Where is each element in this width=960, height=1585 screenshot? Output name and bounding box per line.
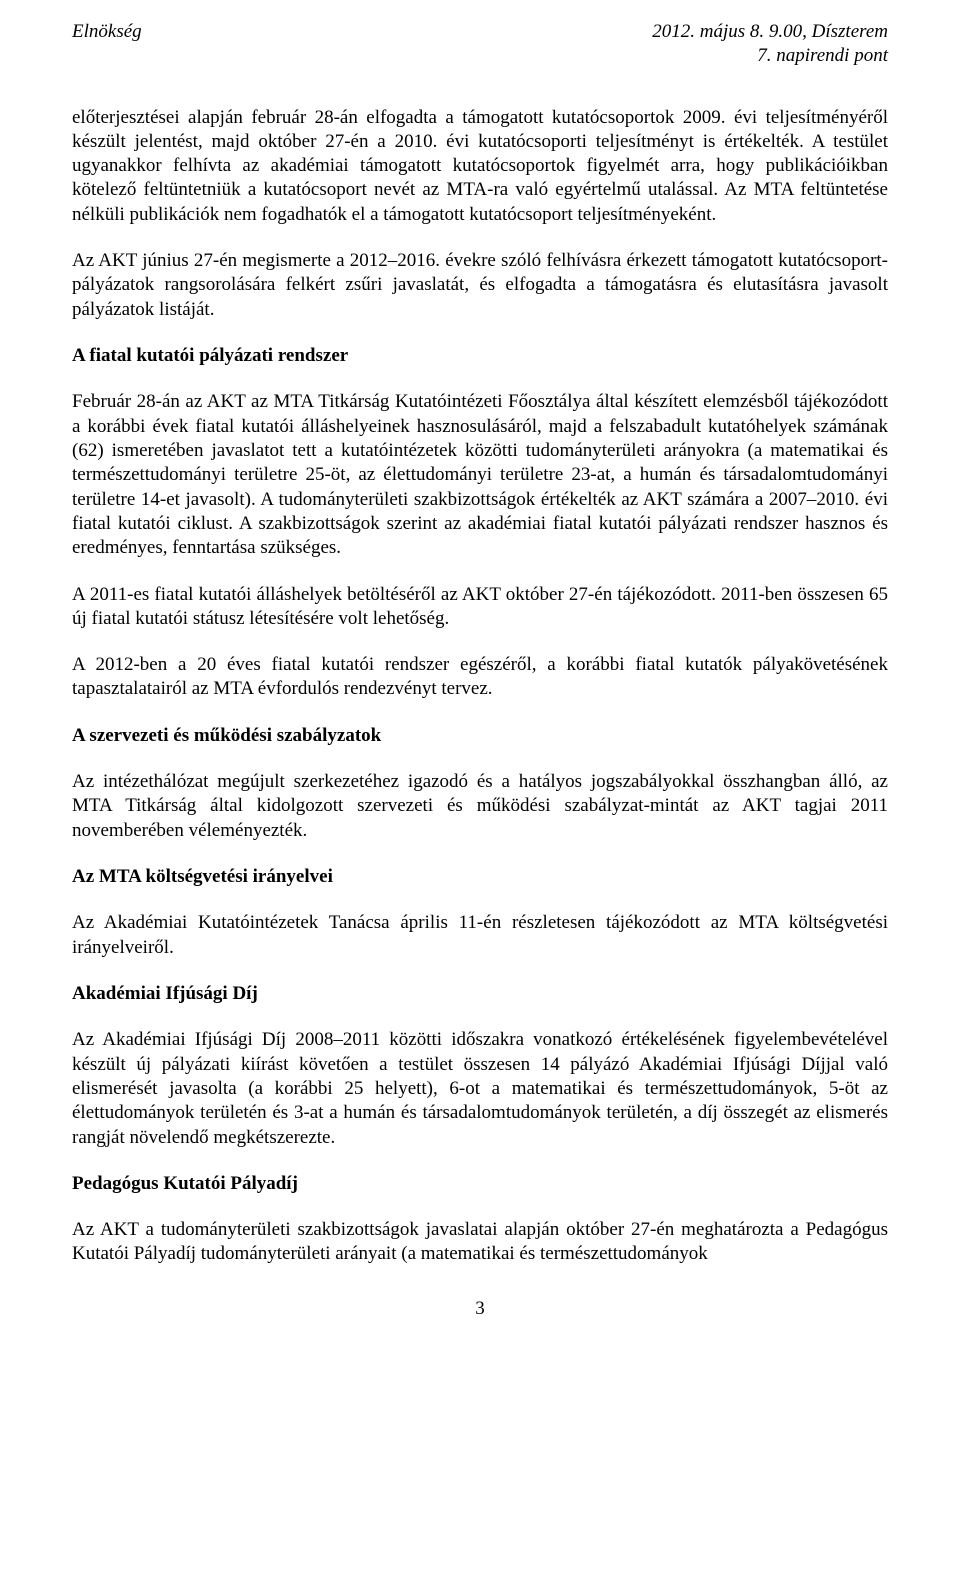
- paragraph-8: Az Akadémiai Ifjúsági Díj 2008–2011 közö…: [72, 1028, 888, 1150]
- paragraph-1: előterjesztései alapján február 28-án el…: [72, 106, 888, 228]
- header-left: Elnökség: [72, 20, 142, 44]
- paragraph-2: Az AKT június 27-én megismerte a 2012–20…: [72, 249, 888, 322]
- paragraph-7: Az Akadémiai Kutatóintézetek Tanácsa ápr…: [72, 911, 888, 960]
- heading-szervezeti: A szervezeti és működési szabályzatok: [72, 724, 888, 748]
- header-date: 2012. május 8. 9.00, Díszterem: [652, 20, 888, 44]
- heading-pedagogus: Pedagógus Kutatói Pályadíj: [72, 1172, 888, 1196]
- header-agenda: 7. napirendi pont: [652, 44, 888, 68]
- page-header: Elnökség 2012. május 8. 9.00, Díszterem …: [72, 20, 888, 68]
- document-page: Elnökség 2012. május 8. 9.00, Díszterem …: [0, 0, 960, 1585]
- paragraph-5: A 2012-ben a 20 éves fiatal kutatói rend…: [72, 653, 888, 702]
- paragraph-3: Február 28-án az AKT az MTA Titkárság Ku…: [72, 390, 888, 560]
- paragraph-4: A 2011-es fiatal kutatói álláshelyek bet…: [72, 583, 888, 632]
- paragraph-6: Az intézethálózat megújult szerkezetéhez…: [72, 770, 888, 843]
- heading-fiatal-kutatoi: A fiatal kutatói pályázati rendszer: [72, 344, 888, 368]
- paragraph-9: Az AKT a tudományterületi szakbizottságo…: [72, 1218, 888, 1267]
- header-right: 2012. május 8. 9.00, Díszterem 7. napire…: [652, 20, 888, 68]
- heading-ifjusagi-dij: Akadémiai Ifjúsági Díj: [72, 982, 888, 1006]
- page-number: 3: [72, 1297, 888, 1321]
- heading-koltsegvetesi: Az MTA költségvetési irányelvei: [72, 865, 888, 889]
